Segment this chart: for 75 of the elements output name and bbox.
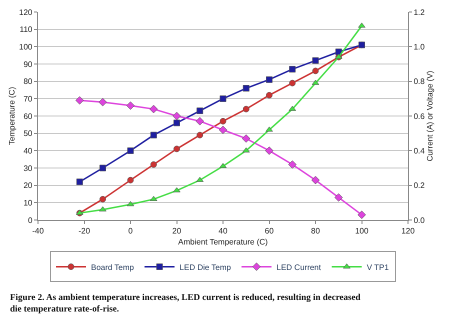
y2-tick-label: 1.0 [414, 42, 426, 52]
x-tick-label: 20 [172, 226, 182, 236]
point [75, 96, 84, 105]
point [242, 85, 250, 92]
y-tick-label: 100 [19, 42, 33, 52]
y-tick-label: 80 [23, 77, 33, 86]
point [174, 146, 180, 152]
x-tick-label: -40 [32, 226, 44, 236]
point [288, 160, 297, 169]
y2-tick-label: 0.6 [414, 112, 426, 121]
point [99, 206, 106, 212]
point [196, 132, 204, 138]
x-tick-label: -20 [78, 226, 91, 236]
point [196, 117, 204, 126]
point [266, 92, 272, 98]
x-axis-title: Ambient Temperature (C) [178, 238, 268, 247]
point [220, 118, 226, 124]
y-tick-label: 60 [23, 112, 33, 121]
point [173, 187, 180, 192]
point [242, 134, 250, 143]
point [174, 120, 180, 126]
point [312, 68, 319, 74]
y-tick-label: 0 [28, 216, 33, 225]
x-tick-label: 0 [128, 226, 134, 236]
point [289, 80, 296, 86]
point [265, 146, 274, 155]
point [100, 196, 106, 202]
x-tick-label: 120 [401, 226, 416, 236]
point [289, 66, 296, 72]
point [266, 126, 273, 132]
point [242, 106, 250, 112]
point [149, 104, 158, 114]
y2-tick-label: 0.0 [414, 216, 426, 225]
legend-label: V TP1 [366, 262, 390, 272]
point [127, 147, 134, 154]
point [196, 108, 204, 114]
caption: Figure 2. As ambient temperature increases, LED current is reduced, resulting in decreased die temperature rate-of-rise. [10, 292, 361, 314]
y2-tick-label: 0.8 [414, 77, 426, 86]
point [150, 132, 157, 138]
y-tick-label: 20 [23, 181, 33, 190]
x-tick-label: 80 [311, 226, 320, 236]
y-tick-label: 90 [23, 60, 33, 69]
y2-tick-label: 1.2 [414, 8, 426, 17]
legend-label: Board Temp [91, 262, 135, 272]
point [150, 161, 157, 168]
y2-tick-label: 0.2 [414, 181, 426, 190]
point [334, 193, 343, 202]
point [98, 98, 107, 106]
point [358, 210, 366, 219]
y-tick-label: 30 [23, 164, 33, 173]
y-tick-label: 120 [19, 8, 33, 17]
x-tick-label: 40 [218, 226, 228, 236]
point [100, 164, 106, 172]
y-axis-title: Temperature (C) [8, 86, 17, 146]
point [127, 176, 134, 184]
point [266, 76, 272, 83]
point [311, 176, 320, 184]
y-tick-label: 70 [23, 94, 33, 104]
point [312, 57, 319, 64]
legend-label: LED Die Temp [180, 262, 232, 272]
point [76, 178, 83, 186]
y-tick-label: 110 [20, 25, 33, 34]
point [126, 101, 135, 110]
point [172, 112, 181, 120]
y-tick-label: 40 [23, 146, 33, 156]
y-tick-label: 10 [23, 198, 33, 208]
x-tick-label: 100 [355, 226, 369, 236]
y-tick-label: 50 [23, 129, 33, 138]
point [220, 95, 226, 102]
x-tick-label: 60 [264, 226, 274, 236]
point [218, 126, 228, 134]
legend-label: LED Current [276, 262, 322, 272]
y2-tick-label: 0.4 [414, 146, 426, 156]
point [358, 22, 366, 28]
y2-axis-title: Current (A) or Voltage (V) [425, 70, 434, 162]
